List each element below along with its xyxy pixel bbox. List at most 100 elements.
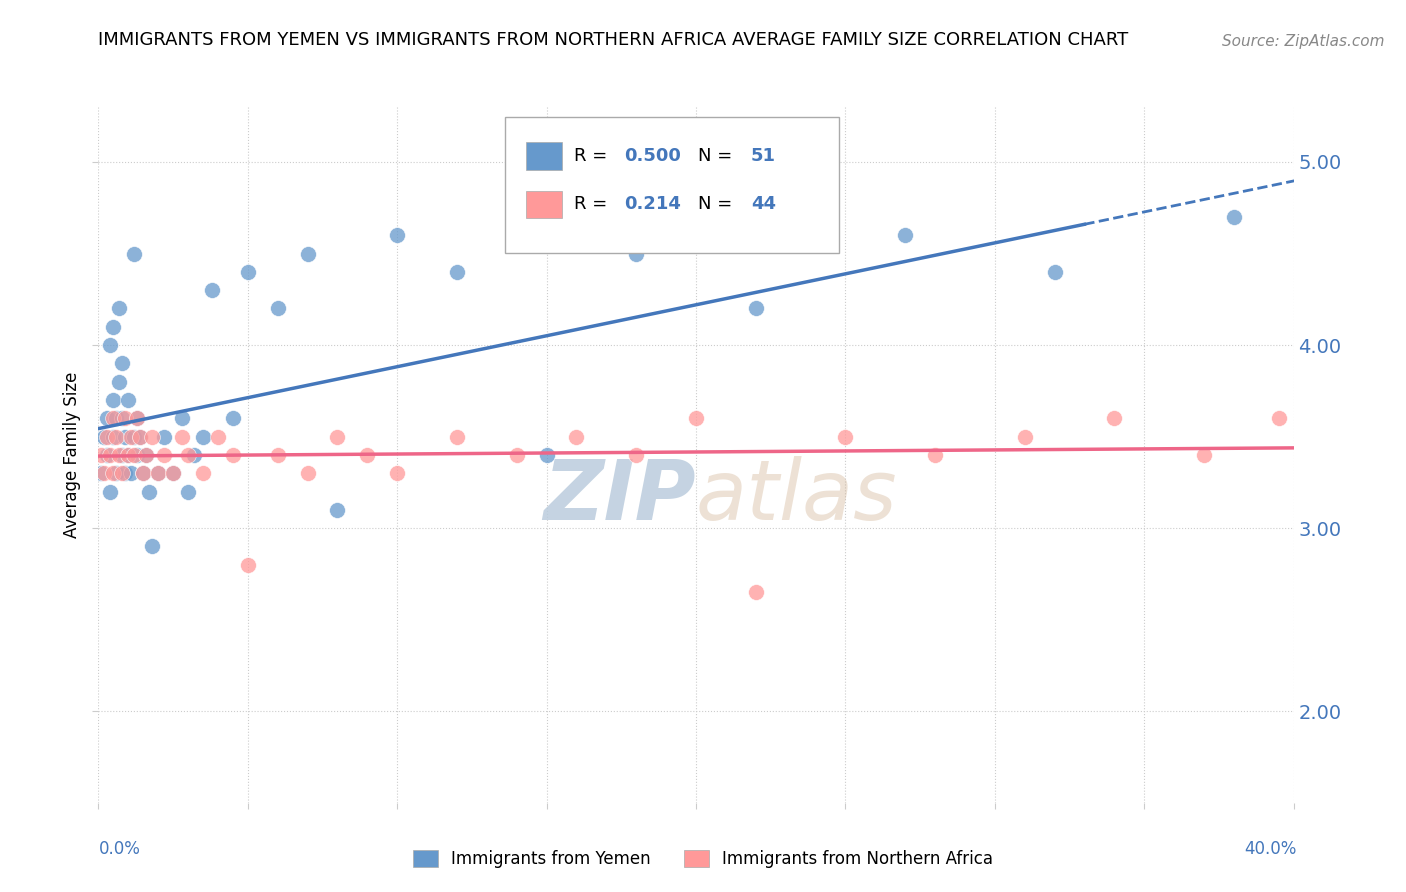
Point (114, 411, 136, 425)
Point (138, 484, 160, 499)
FancyBboxPatch shape (505, 118, 839, 253)
Point (124, 448, 146, 462)
Point (1267, 411, 1289, 425)
Point (141, 429, 163, 443)
Point (90, 467, 112, 481)
Point (162, 467, 184, 481)
Point (96, 448, 118, 462)
Point (90, 448, 112, 462)
Text: 51: 51 (751, 147, 776, 165)
Text: N =: N = (699, 147, 738, 165)
Point (103, 319, 125, 334)
FancyBboxPatch shape (526, 191, 562, 219)
Point (162, 467, 184, 481)
Point (129, 429, 152, 443)
Point (100, 338, 122, 352)
Point (105, 429, 128, 443)
Text: 0.500: 0.500 (624, 147, 681, 165)
Point (114, 429, 136, 443)
Point (124, 246, 146, 260)
Point (135, 448, 157, 462)
Point (117, 448, 139, 462)
Point (536, 448, 558, 462)
Legend: Immigrants from Yemen, Immigrants from Northern Africa: Immigrants from Yemen, Immigrants from N… (406, 843, 1000, 875)
Point (132, 467, 155, 481)
Point (103, 411, 125, 425)
Point (124, 429, 146, 443)
Point (201, 283, 224, 297)
Point (135, 448, 157, 462)
Text: 0.214: 0.214 (624, 195, 681, 213)
Point (1043, 265, 1066, 279)
Point (103, 429, 125, 443)
Point (222, 411, 245, 425)
Point (108, 375, 131, 389)
Point (924, 448, 946, 462)
Point (177, 448, 200, 462)
Point (745, 585, 768, 599)
Point (111, 411, 134, 425)
Point (111, 356, 134, 370)
Point (141, 540, 163, 554)
Point (385, 467, 409, 481)
Point (108, 301, 131, 316)
Point (1104, 411, 1126, 425)
Point (100, 484, 122, 499)
Point (626, 246, 648, 260)
Point (105, 411, 128, 425)
Point (148, 467, 170, 481)
Point (93, 429, 115, 443)
Point (446, 429, 468, 443)
Point (93, 467, 115, 481)
Point (385, 228, 409, 243)
Point (105, 467, 128, 481)
Text: R =: R = (574, 147, 613, 165)
Text: 0.0%: 0.0% (98, 840, 141, 858)
Y-axis label: Average Family Size: Average Family Size (63, 372, 82, 538)
Point (685, 411, 707, 425)
Point (120, 467, 142, 481)
Point (1014, 429, 1036, 443)
Point (236, 558, 259, 572)
Point (207, 429, 229, 443)
Point (191, 429, 214, 443)
Point (356, 448, 378, 462)
Point (183, 448, 205, 462)
Point (172, 429, 194, 443)
Point (132, 467, 155, 481)
Point (745, 301, 768, 316)
Point (222, 448, 245, 462)
Point (236, 265, 259, 279)
Point (894, 228, 917, 243)
Point (111, 467, 134, 481)
Point (326, 429, 349, 443)
Text: R =: R = (574, 195, 613, 213)
Point (96, 429, 118, 443)
Point (148, 467, 170, 481)
Point (834, 429, 856, 443)
Point (446, 265, 468, 279)
Point (114, 467, 136, 481)
Point (565, 429, 588, 443)
Point (172, 411, 194, 425)
Point (127, 411, 149, 425)
Text: Source: ZipAtlas.com: Source: ZipAtlas.com (1222, 34, 1385, 49)
Point (103, 392, 125, 407)
Point (267, 301, 290, 316)
Point (111, 448, 134, 462)
Text: 44: 44 (751, 195, 776, 213)
Point (103, 467, 125, 481)
Point (108, 448, 131, 462)
Point (117, 392, 139, 407)
Text: atlas: atlas (696, 456, 897, 537)
Text: 40.0%: 40.0% (1244, 840, 1296, 858)
Text: N =: N = (699, 195, 738, 213)
Point (127, 448, 149, 462)
Point (117, 448, 139, 462)
Point (100, 448, 122, 462)
Point (297, 246, 319, 260)
Point (120, 429, 142, 443)
Text: ZIP: ZIP (543, 456, 696, 537)
Point (267, 448, 290, 462)
Point (626, 448, 648, 462)
